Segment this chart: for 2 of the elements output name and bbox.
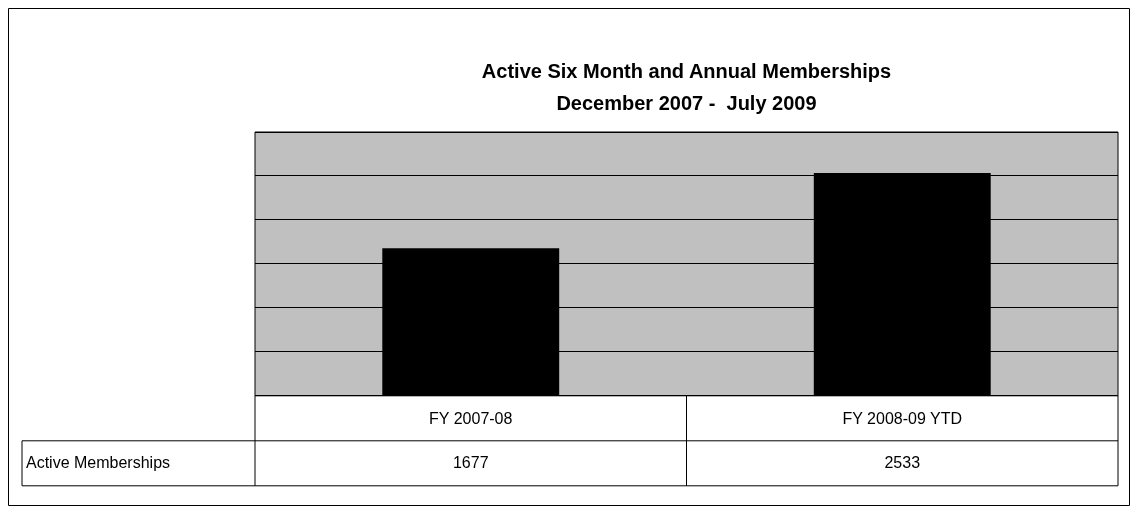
chart-title: Active Six Month and Annual Memberships <box>481 59 892 82</box>
chart-subtitle: December 2007 - July 2009 <box>556 91 817 114</box>
